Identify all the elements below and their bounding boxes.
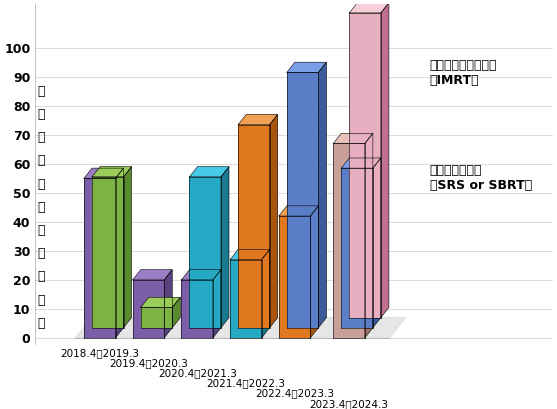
Polygon shape [133, 270, 172, 280]
Polygon shape [189, 177, 221, 328]
Polygon shape [221, 167, 229, 328]
Polygon shape [92, 177, 124, 328]
Polygon shape [262, 249, 270, 338]
Text: 治: 治 [37, 154, 45, 167]
Text: 2018.4～2019.3: 2018.4～2019.3 [60, 348, 139, 358]
Text: 患: 患 [37, 201, 45, 214]
Polygon shape [238, 115, 278, 125]
Text: 2020.4～2021.3: 2020.4～2021.3 [158, 369, 237, 378]
Polygon shape [84, 178, 115, 338]
Polygon shape [213, 270, 221, 338]
Polygon shape [341, 168, 373, 328]
Polygon shape [333, 133, 373, 144]
Text: 療: 療 [37, 178, 45, 191]
Polygon shape [310, 206, 319, 338]
Polygon shape [279, 216, 310, 338]
Polygon shape [381, 3, 389, 317]
Polygon shape [124, 167, 131, 328]
Text: 2019.4～2020.3: 2019.4～2020.3 [109, 358, 188, 368]
Text: 定位放射線照射
（SRS or SBRT）: 定位放射線照射 （SRS or SBRT） [429, 164, 532, 192]
Text: （: （ [37, 270, 45, 283]
Polygon shape [141, 308, 172, 328]
Polygon shape [182, 270, 221, 280]
Polygon shape [341, 158, 381, 168]
Text: ）: ） [37, 317, 45, 330]
Polygon shape [182, 280, 213, 338]
Polygon shape [172, 297, 180, 328]
Text: 2021.4～2022.3: 2021.4～2022.3 [207, 378, 285, 389]
Polygon shape [287, 72, 319, 328]
Polygon shape [92, 167, 131, 177]
Polygon shape [133, 280, 164, 338]
Polygon shape [319, 62, 326, 328]
Text: 2023.4～2024.3: 2023.4～2024.3 [310, 399, 389, 409]
Polygon shape [287, 62, 326, 72]
Text: 人: 人 [37, 294, 45, 307]
Polygon shape [365, 133, 373, 338]
Polygon shape [270, 115, 278, 328]
Text: 数: 数 [37, 247, 45, 260]
Polygon shape [75, 317, 405, 338]
Polygon shape [230, 260, 262, 338]
Polygon shape [373, 158, 381, 328]
Polygon shape [189, 167, 229, 177]
Polygon shape [333, 144, 365, 338]
Text: 線: 線 [37, 131, 45, 144]
Polygon shape [164, 270, 172, 338]
Polygon shape [238, 125, 270, 328]
Polygon shape [84, 168, 124, 178]
Polygon shape [141, 297, 180, 308]
Polygon shape [230, 249, 270, 260]
Text: 強度変調放射線治療
（IMRT）: 強度変調放射線治療 （IMRT） [429, 59, 497, 87]
Text: 者: 者 [37, 224, 45, 237]
Polygon shape [349, 13, 381, 317]
Polygon shape [115, 168, 124, 338]
Polygon shape [349, 3, 389, 13]
Text: 放: 放 [37, 85, 45, 98]
Text: 2022.4～2023.3: 2022.4～2023.3 [255, 389, 334, 399]
Text: 射: 射 [37, 108, 45, 121]
Polygon shape [279, 206, 319, 216]
